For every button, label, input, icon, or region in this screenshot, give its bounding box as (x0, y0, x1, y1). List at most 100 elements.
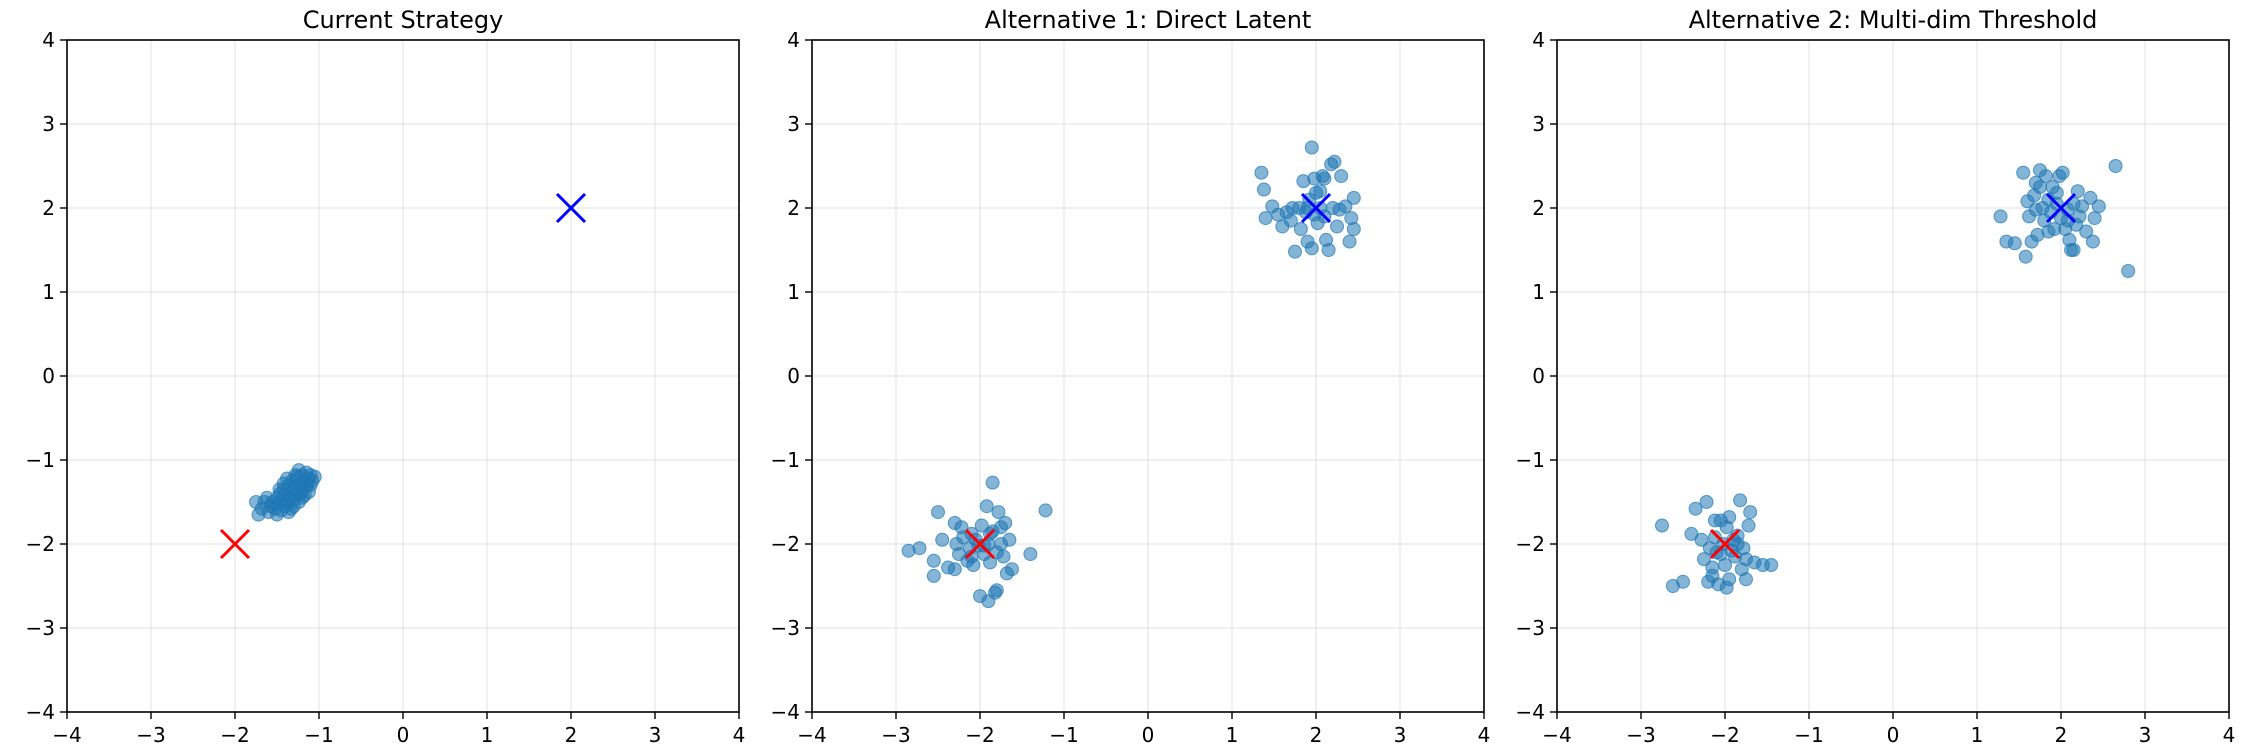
scatter-point (1327, 154, 1342, 169)
chart-panel-2: −4 −3 −2 −1 0 1 2 3 4 −4 −3 −2 −1 0 1 2 3 4 Alternative 1:… (771, 6, 1491, 747)
x-tick-label: 0 (397, 723, 410, 747)
scatter-point (1304, 241, 1319, 256)
y-tick-label: −4 (771, 700, 800, 724)
scatter-point (270, 507, 284, 522)
scatter-point (2066, 243, 2081, 257)
centroid-x-marker (555, 192, 587, 224)
x-tick-label: −2 (220, 723, 249, 747)
scatter-point (1304, 140, 1319, 155)
scatter-point (1023, 547, 1038, 562)
scatter-point (1293, 222, 1308, 236)
x-tick-label: 3 (2139, 723, 2152, 747)
y-tick-label: 4 (42, 28, 55, 52)
x-tick-label: 0 (1142, 723, 1155, 747)
scatter-point (1739, 552, 1753, 567)
scatter-point (2028, 202, 2043, 217)
scatter-point (1342, 234, 1357, 249)
scatter-point (994, 520, 1008, 535)
scatter-point (1676, 574, 1690, 589)
scatter-point (2087, 211, 2102, 226)
y-tick-label: −2 (771, 532, 800, 556)
scatter-series (1655, 159, 2136, 595)
scatter-point (1730, 528, 1745, 543)
y-tick-label: −1 (26, 448, 55, 472)
scatter-point (2108, 159, 2123, 173)
y-tick-label: −3 (26, 616, 55, 640)
x-tick-label: −1 (1794, 723, 1823, 747)
scatter-point (286, 499, 301, 514)
y-tick-label: −2 (26, 532, 55, 556)
scatter-point (931, 505, 945, 520)
scatter-point (1655, 518, 1669, 533)
x-tick-label: 4 (2223, 723, 2236, 747)
scatter-point (2041, 224, 2056, 239)
y-tick-label: 1 (787, 280, 800, 304)
scatter-point (1321, 243, 1336, 257)
scatter-point (2033, 180, 2047, 194)
y-tick-label: 1 (42, 280, 55, 304)
x-tick-label: −2 (1710, 723, 1739, 747)
scatter-point (1719, 580, 1734, 595)
scatter-point (293, 486, 308, 501)
centroid-x-marker (1300, 192, 1332, 224)
x-tick-label: 1 (1226, 723, 1239, 747)
scatter-point (926, 568, 941, 583)
y-tick-label: −3 (771, 616, 800, 640)
scatter-point (2121, 264, 2136, 278)
scatter-point (1330, 219, 1344, 234)
scatter-point (2075, 199, 2089, 214)
scatter-point (964, 549, 979, 564)
scatter-point (2079, 224, 2094, 239)
x-tick-label: 3 (649, 723, 662, 747)
x-tick-label: −3 (881, 723, 910, 747)
scatter-point (2091, 199, 2106, 214)
scatter-point (912, 541, 927, 556)
x-tick-label: −3 (136, 723, 165, 747)
chart-title: Alternative 1: Direct Latent (985, 6, 1312, 34)
scatter-point (996, 549, 1011, 564)
scatter-point (249, 495, 263, 509)
centroid-x-marker (964, 528, 996, 560)
chart-panel-1: −4 −3 −2 −1 0 1 2 3 4 −4 −3 −2 −1 0 1 2 3 4 Current Strate… (26, 6, 746, 747)
scatter-point (2049, 185, 2064, 200)
y-tick-label: −2 (1516, 532, 1545, 556)
y-tick-label: 3 (42, 112, 55, 136)
scatter-point (2016, 165, 2031, 180)
scatter-point (947, 562, 962, 577)
scatter-point (1254, 165, 1269, 180)
scatter-point (1705, 568, 1720, 583)
y-tick-label: −4 (1516, 700, 1545, 724)
scatter-point (1764, 558, 1779, 572)
x-tick-label: −4 (797, 723, 826, 747)
centroid-x-marker (2045, 192, 2077, 224)
y-tick-label: −3 (1516, 616, 1545, 640)
y-tick-label: −4 (26, 700, 55, 724)
scatter-series (901, 140, 1361, 609)
scatter-point (1285, 201, 1300, 215)
scatter-point (2018, 249, 2033, 264)
x-tick-label: −1 (304, 723, 333, 747)
scatter-point (979, 499, 994, 514)
scatter-point (2085, 234, 2100, 249)
scatter-point (2083, 190, 2098, 205)
x-tick-label: 3 (1394, 723, 1407, 747)
scatter-point (935, 532, 950, 547)
y-tick-label: 4 (787, 28, 800, 52)
y-tick-label: −1 (1516, 448, 1545, 472)
scatter-point (1258, 211, 1273, 226)
y-tick-label: −1 (771, 448, 800, 472)
y-tick-label: 1 (1532, 280, 1545, 304)
scatter-point (1288, 244, 1302, 259)
x-tick-label: −2 (965, 723, 994, 747)
x-tick-label: 2 (2055, 723, 2068, 747)
y-tick-label: 3 (1532, 112, 1545, 136)
scatter-point (974, 518, 989, 533)
chart-title: Alternative 2: Multi-dim Threshold (1689, 6, 2098, 34)
x-tick-label: 4 (1478, 723, 1491, 747)
x-tick-label: 0 (1887, 723, 1900, 747)
scatter-point (1743, 505, 1758, 520)
y-tick-label: 2 (787, 196, 800, 220)
y-tick-label: 2 (1532, 196, 1545, 220)
scatter-point (1694, 532, 1709, 547)
x-tick-label: 1 (1971, 723, 1984, 747)
